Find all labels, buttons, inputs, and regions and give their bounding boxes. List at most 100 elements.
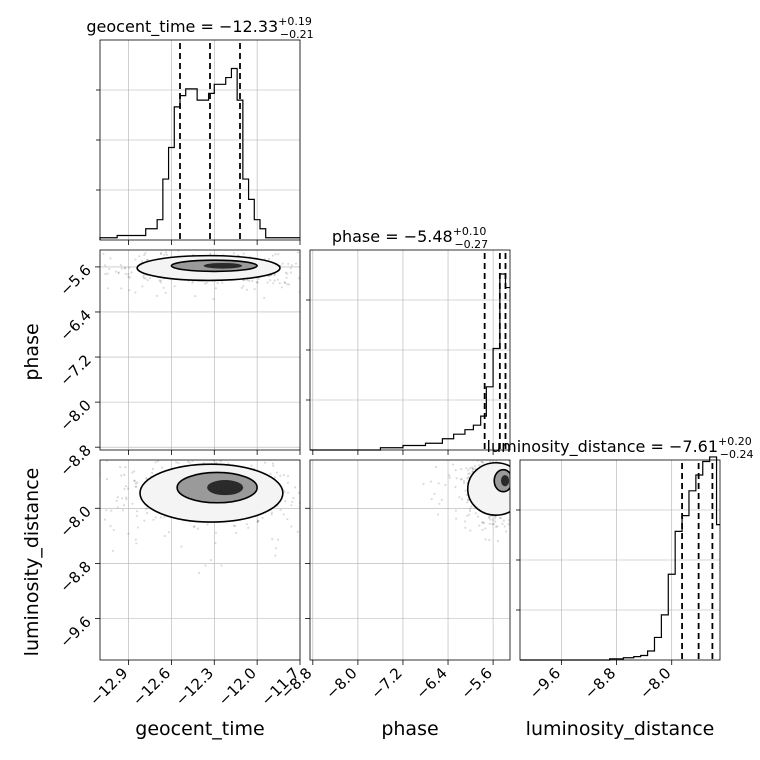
sample-point bbox=[481, 461, 484, 464]
sample-point bbox=[523, 495, 525, 497]
sample-point bbox=[123, 266, 126, 270]
sample-point bbox=[123, 473, 126, 476]
sample-point bbox=[465, 467, 468, 470]
sample-point bbox=[146, 258, 149, 261]
sample-point bbox=[521, 469, 523, 471]
sample-point bbox=[105, 509, 108, 512]
sample-point bbox=[286, 518, 289, 521]
sample-point bbox=[546, 515, 548, 517]
sample-point bbox=[242, 284, 245, 288]
sample-point bbox=[274, 253, 277, 256]
sample-point bbox=[116, 496, 119, 499]
sample-point bbox=[448, 476, 451, 479]
sample-point bbox=[232, 524, 235, 527]
sample-point bbox=[513, 488, 515, 490]
sample-point bbox=[491, 522, 494, 526]
sample-point bbox=[164, 251, 168, 254]
sample-point bbox=[286, 475, 290, 478]
sample-point bbox=[448, 474, 451, 477]
sample-point bbox=[248, 279, 251, 282]
sample-point bbox=[281, 262, 284, 265]
sample-point bbox=[142, 275, 145, 278]
sample-point bbox=[108, 267, 111, 271]
sample-point bbox=[270, 513, 273, 516]
sample-point bbox=[308, 284, 310, 286]
sample-point bbox=[180, 545, 183, 548]
sample-point bbox=[135, 542, 138, 545]
sample-point bbox=[276, 278, 279, 281]
title-value: geocent_time = −12.33 bbox=[86, 17, 278, 37]
sample-point bbox=[190, 455, 192, 457]
sample-point bbox=[467, 469, 470, 472]
title-minus-error: −0.24 bbox=[720, 448, 754, 461]
sample-point bbox=[301, 539, 303, 541]
sample-point bbox=[76, 256, 78, 258]
sample-point bbox=[517, 478, 519, 480]
sample-point bbox=[440, 498, 443, 501]
sample-point bbox=[547, 480, 549, 482]
sample-point bbox=[515, 503, 517, 505]
sample-point bbox=[257, 277, 260, 280]
sample-point bbox=[464, 452, 466, 454]
sample-point bbox=[515, 481, 517, 483]
sample-point bbox=[514, 473, 516, 475]
sample-point bbox=[212, 298, 215, 301]
title-minus-error: −0.27 bbox=[454, 238, 488, 251]
sample-point bbox=[492, 523, 495, 526]
sample-point bbox=[496, 540, 499, 543]
sample-point bbox=[517, 515, 519, 517]
sample-point bbox=[349, 496, 351, 498]
sample-point bbox=[125, 498, 128, 501]
sample-point bbox=[297, 491, 300, 494]
y-tick-label: −8.8 bbox=[56, 441, 94, 479]
y-tick-label: −5.6 bbox=[56, 261, 94, 299]
sample-point bbox=[508, 519, 510, 522]
sample-point bbox=[162, 286, 165, 289]
sample-point bbox=[115, 499, 118, 502]
sample-point bbox=[511, 488, 513, 490]
sample-point bbox=[285, 276, 288, 279]
sample-point bbox=[334, 477, 336, 479]
sample-point bbox=[131, 471, 134, 474]
sample-point bbox=[109, 257, 112, 260]
sample-point bbox=[516, 540, 518, 542]
sample-point bbox=[141, 260, 144, 263]
scatter-panel-phase-vs-geocent-time: −8.8 −8.0 −7.2 −6.4 −5.6 bbox=[53, 249, 310, 480]
sample-point bbox=[264, 461, 267, 464]
sample-point bbox=[484, 538, 487, 541]
sample-point bbox=[60, 264, 62, 266]
sample-point bbox=[53, 267, 55, 269]
sample-point bbox=[246, 279, 249, 282]
sample-point bbox=[529, 476, 531, 478]
sample-point bbox=[280, 286, 283, 289]
sample-point bbox=[504, 530, 508, 533]
sample-point bbox=[145, 511, 149, 515]
sample-point bbox=[286, 272, 289, 275]
sample-point bbox=[143, 519, 146, 522]
sample-point bbox=[296, 251, 299, 254]
sample-point bbox=[514, 494, 516, 496]
sample-point bbox=[503, 525, 506, 528]
sample-point bbox=[553, 473, 555, 475]
sample-point bbox=[283, 490, 286, 493]
sample-point bbox=[510, 543, 512, 545]
sample-point bbox=[496, 525, 499, 528]
sample-point bbox=[527, 481, 529, 483]
sample-point bbox=[464, 489, 467, 492]
sample-point bbox=[272, 464, 275, 467]
sample-point bbox=[130, 271, 133, 274]
sample-point bbox=[177, 462, 180, 465]
sample-point bbox=[512, 488, 514, 490]
sample-point bbox=[192, 525, 195, 528]
sample-point bbox=[462, 479, 466, 483]
sample-point bbox=[59, 265, 61, 267]
sample-point bbox=[119, 465, 122, 469]
sample-point bbox=[521, 490, 523, 492]
sample-point bbox=[242, 252, 245, 255]
sample-point bbox=[270, 511, 273, 514]
sample-point bbox=[514, 506, 516, 508]
sample-point bbox=[134, 538, 137, 541]
sample-point bbox=[105, 460, 108, 462]
sample-point bbox=[273, 476, 276, 479]
